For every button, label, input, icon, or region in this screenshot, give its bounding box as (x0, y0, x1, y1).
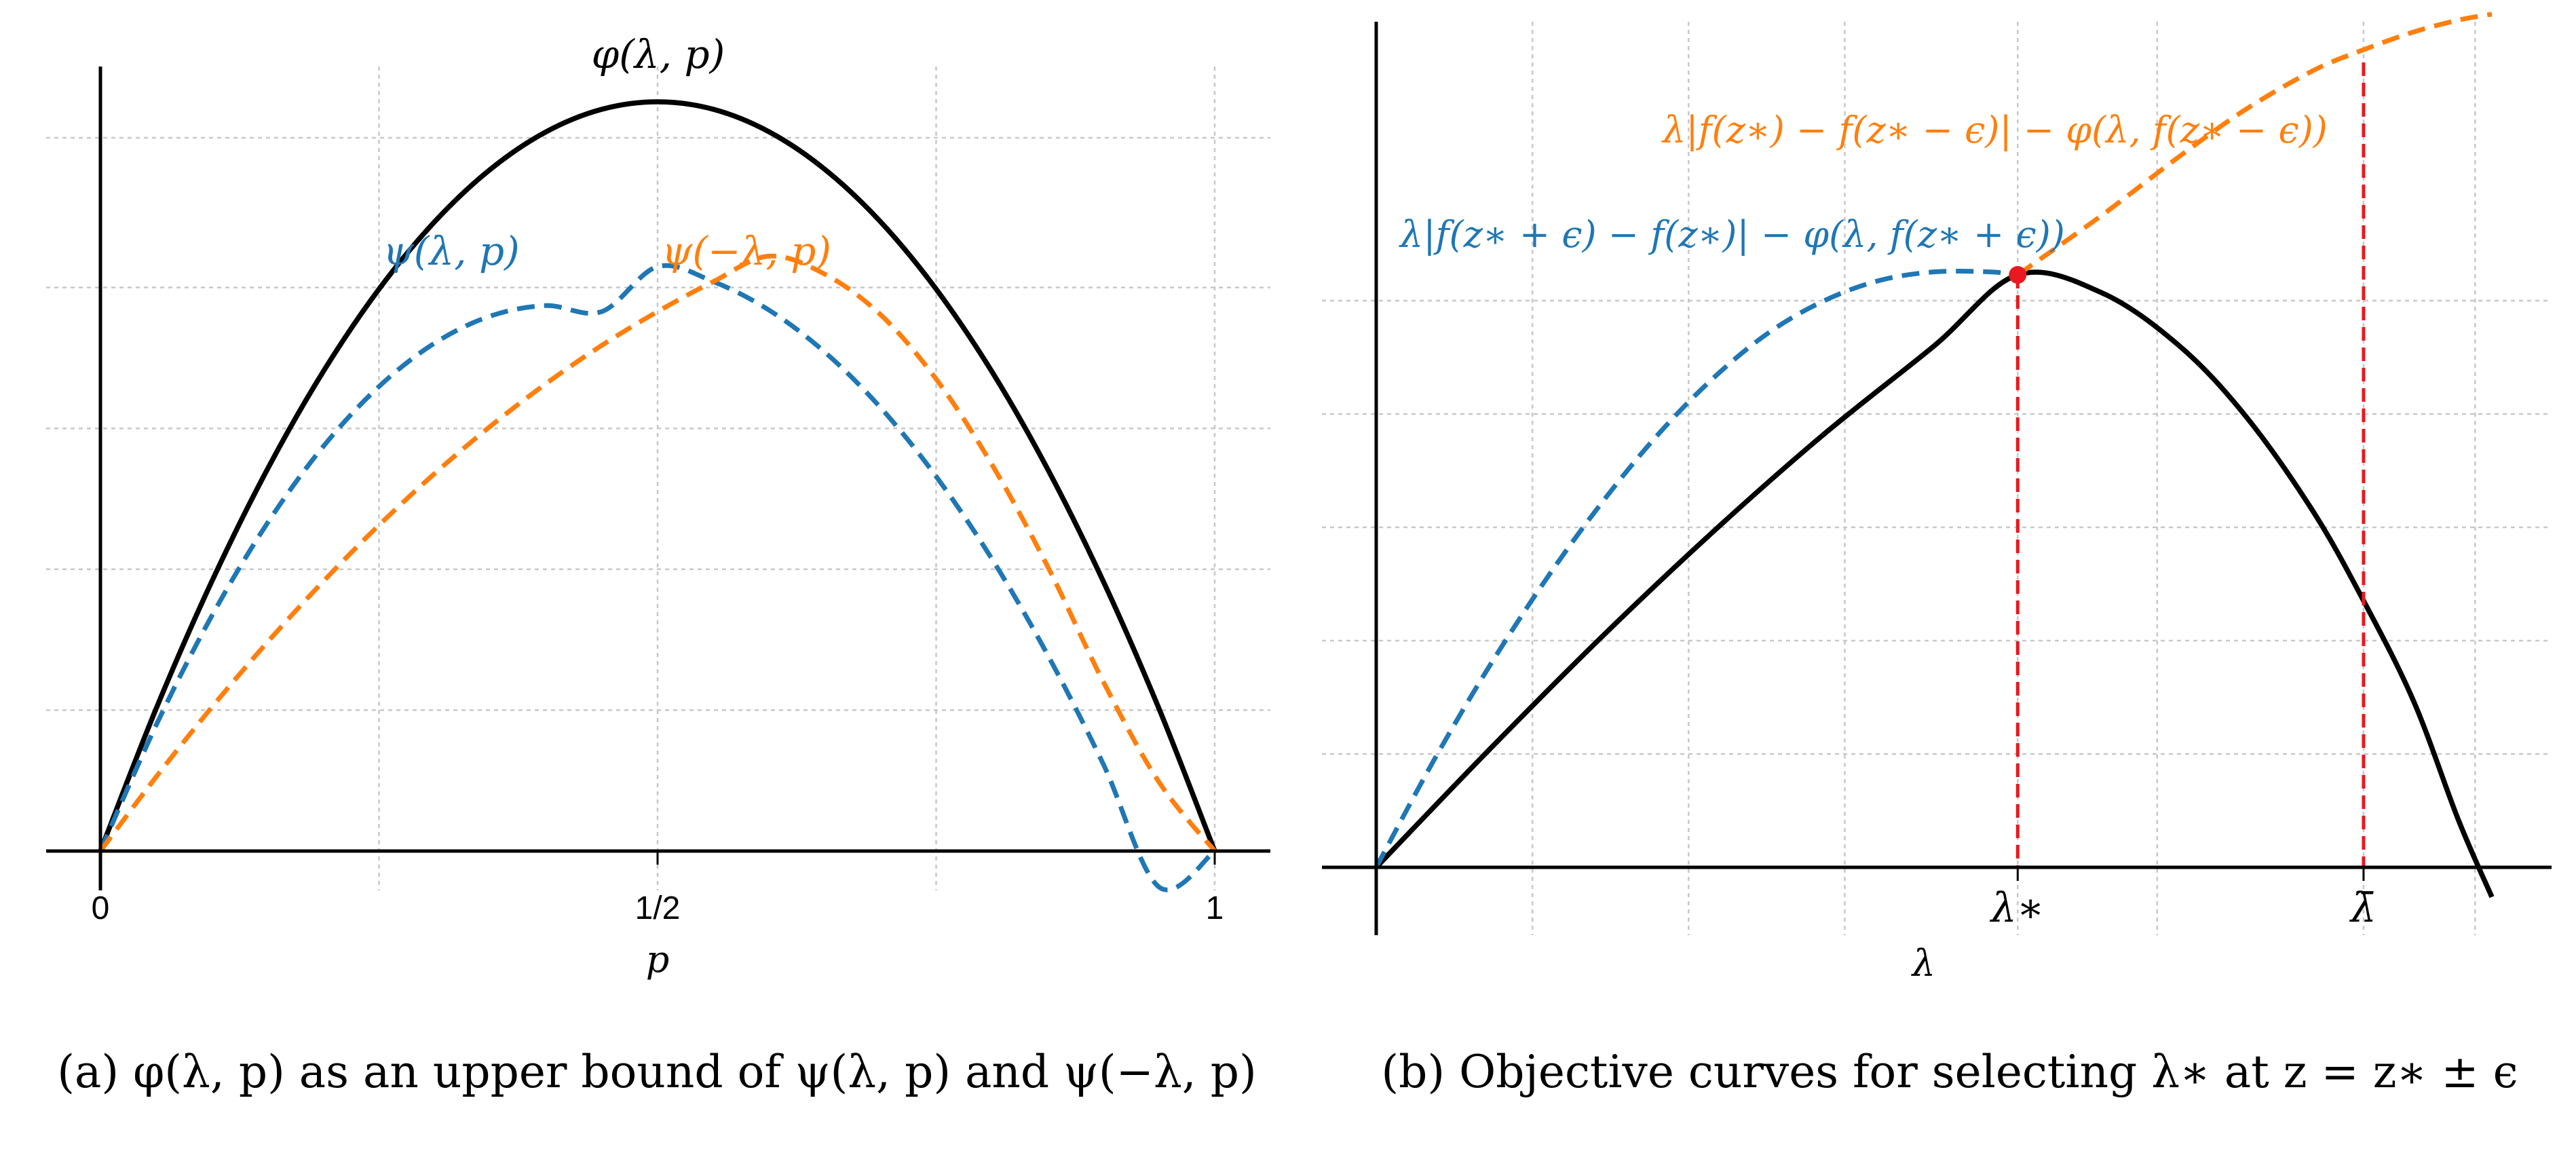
panel-a-caption: (a) φ(λ, p) as an upper bound of ψ(λ, p)… (57, 1046, 1257, 1098)
panel-a-ticks: 0 1/2 1 (92, 851, 1224, 926)
x-tick-label-1-2: 1/2 (635, 890, 681, 926)
x-tick-label-0: 0 (92, 890, 110, 926)
panel-a: 0 1/2 1 p φ(λ, p) ψ(λ, p) ψ(−λ, p) (46, 31, 1270, 981)
panel-b-x-label: λ (1911, 942, 1935, 985)
panel-b-optimum-marker (2009, 266, 2027, 284)
panel-a-series (98, 99, 1217, 892)
x-tick-label-1: 1 (1206, 890, 1224, 926)
annotation-p: ψ(λ, p) (383, 228, 520, 274)
panel-b-series (1374, 12, 2495, 899)
panel-a-annotations: φ(λ, p) ψ(λ, p) ψ(−λ, p) (383, 31, 831, 274)
annotation-p: ψ(−λ, p) (662, 228, 831, 274)
annotation-f-z-f-z-f-z: λ|f(z∗ + ϵ) − f(z∗)| − φ(λ, f(z∗ + ϵ)) (1399, 213, 2065, 256)
panel-b-caption: (b) Objective curves for selecting λ∗ at… (1381, 1046, 2518, 1098)
panel-b-ticks: λ∗ λ̄ (1990, 867, 2376, 932)
panel-b-grid (1322, 22, 2552, 935)
panel-a-grid (46, 67, 1270, 890)
panel-a-x-label: p (646, 938, 670, 981)
x-tick-label-item: λ∗ (1990, 884, 2045, 932)
series-line-p (98, 263, 1217, 892)
series-line-f-z-f-z-f-z (1374, 268, 2018, 869)
annotation-f-z-f-z-f-z: λ|f(z∗) − f(z∗ − ϵ)| − φ(λ, f(z∗ − ϵ)) (1661, 109, 2328, 151)
panel-b: λ∗ λ̄ λ λ|f(z∗) − f(z∗ − ϵ)| − φ(λ, f(z∗ … (1322, 12, 2552, 985)
series-line-objective (1374, 269, 2495, 899)
x-tick-label-item: λ̄ (2349, 884, 2376, 932)
annotation-p: φ(λ, p) (592, 31, 725, 77)
series-line-p (98, 99, 1217, 852)
panel-b-vertical-lines (2015, 62, 2366, 867)
panel-b-annotations: λ|f(z∗) − f(z∗ − ϵ)| − φ(λ, f(z∗ − ϵ)) λ|… (1399, 109, 2328, 256)
series-line-p (98, 253, 1217, 853)
